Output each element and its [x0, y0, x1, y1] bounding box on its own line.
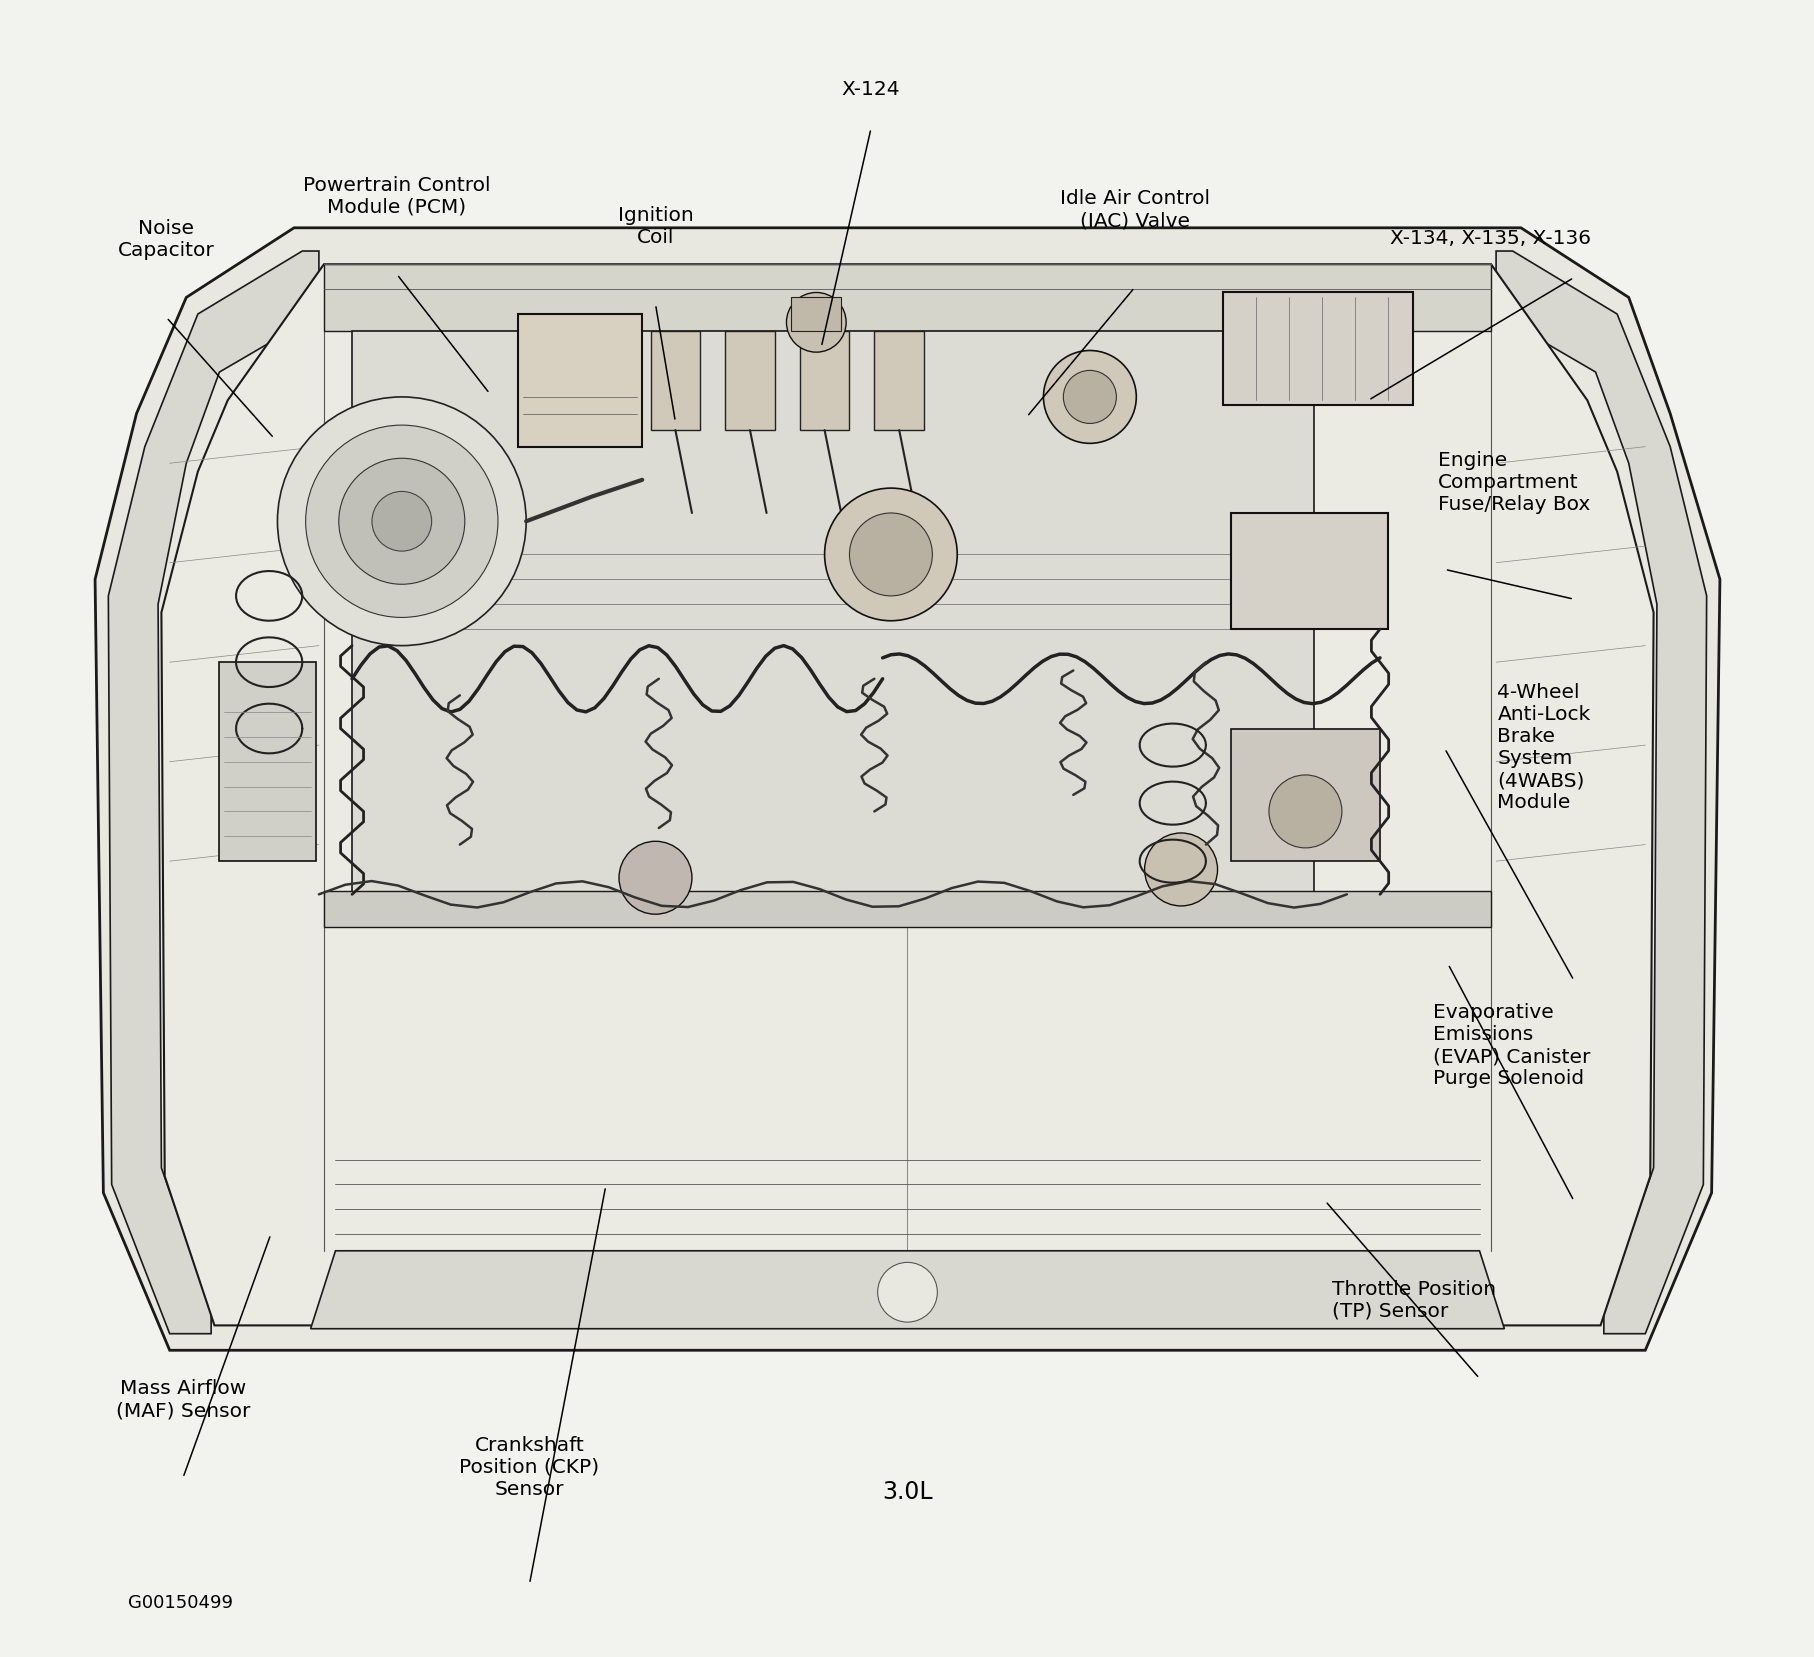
Circle shape — [849, 514, 932, 597]
Text: G00150499: G00150499 — [129, 1592, 234, 1611]
Bar — [517, 315, 642, 447]
Polygon shape — [109, 252, 319, 1334]
Bar — [219, 663, 316, 862]
Text: Throttle Position
(TP) Sensor: Throttle Position (TP) Sensor — [1331, 1279, 1495, 1321]
Bar — [726, 331, 775, 431]
Bar — [323, 265, 1491, 331]
Bar — [649, 331, 700, 431]
Bar — [874, 331, 923, 431]
Bar — [323, 891, 1491, 928]
Circle shape — [278, 398, 526, 646]
Circle shape — [619, 842, 691, 915]
Circle shape — [1145, 833, 1217, 906]
Bar — [352, 331, 1313, 895]
Text: Evaporative
Emissions
(EVAP) Canister
Purge Solenoid: Evaporative Emissions (EVAP) Canister Pu… — [1433, 1002, 1589, 1087]
Polygon shape — [1495, 252, 1705, 1334]
Text: Noise
Capacitor: Noise Capacitor — [118, 219, 214, 260]
Text: Engine
Compartment
Fuse/Relay Box: Engine Compartment Fuse/Relay Box — [1437, 451, 1589, 514]
Bar — [1223, 293, 1413, 406]
Text: X-134, X-135, X-136: X-134, X-135, X-136 — [1390, 229, 1589, 247]
Polygon shape — [94, 229, 1720, 1350]
Circle shape — [372, 492, 432, 552]
Text: 3.0L: 3.0L — [882, 1480, 932, 1503]
Circle shape — [1063, 371, 1116, 424]
Text: 4-Wheel
Anti-Lock
Brake
System
(4WABS)
Module: 4-Wheel Anti-Lock Brake System (4WABS) M… — [1497, 683, 1589, 812]
Bar — [1230, 729, 1379, 862]
Text: Powertrain Control
Module (PCM): Powertrain Control Module (PCM) — [303, 176, 490, 217]
Polygon shape — [161, 265, 1653, 1326]
Bar — [1230, 514, 1388, 630]
Circle shape — [785, 293, 845, 353]
Text: Ignition
Coil: Ignition Coil — [617, 205, 693, 247]
Bar — [791, 298, 840, 331]
Circle shape — [305, 426, 497, 618]
Circle shape — [824, 489, 956, 621]
Circle shape — [1268, 775, 1341, 848]
Text: Mass Airflow
(MAF) Sensor: Mass Airflow (MAF) Sensor — [116, 1379, 250, 1420]
Text: X-124: X-124 — [842, 80, 900, 98]
Circle shape — [1043, 351, 1136, 444]
Circle shape — [878, 1263, 936, 1322]
Circle shape — [339, 459, 464, 585]
Bar — [800, 331, 849, 431]
Text: Idle Air Control
(IAC) Valve: Idle Air Control (IAC) Valve — [1059, 189, 1208, 230]
Text: Crankshaft
Position (CKP)
Sensor: Crankshaft Position (CKP) Sensor — [459, 1435, 599, 1498]
Polygon shape — [310, 1251, 1504, 1329]
